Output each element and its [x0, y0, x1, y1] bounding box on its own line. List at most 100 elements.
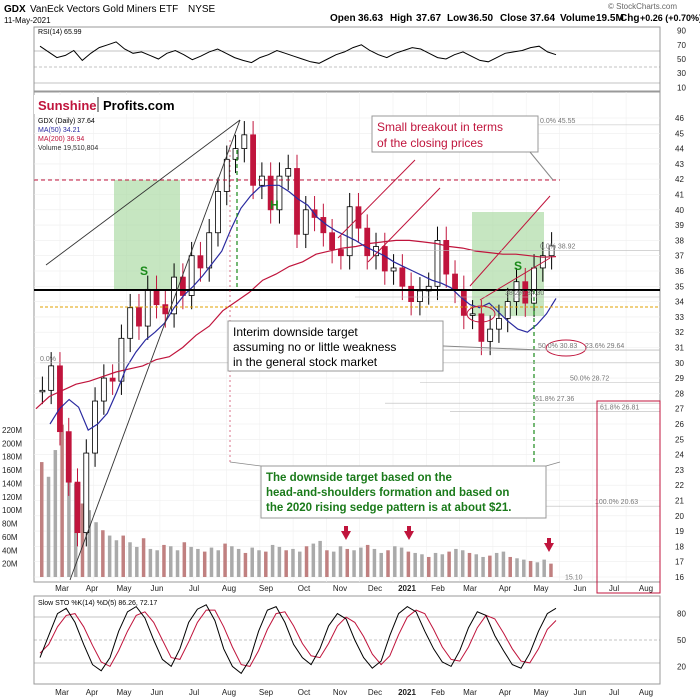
fib-label: 38.2% 34.30	[505, 290, 544, 297]
fib-label: 50.0% 30.83	[538, 343, 577, 350]
volume-bar	[114, 540, 119, 577]
volume-bar	[169, 546, 173, 577]
candle-body	[215, 191, 221, 234]
open-value: 36.63	[358, 13, 383, 24]
volume-bar	[359, 547, 363, 577]
month-tick: 2021	[398, 688, 416, 697]
volume-value: 19.5M	[596, 13, 624, 24]
month-tick: Jul	[189, 688, 199, 697]
rising-trend-top	[45, 119, 241, 266]
rising-trend-bottom	[69, 119, 241, 581]
month-tick: May	[533, 688, 548, 697]
volume-bar	[80, 503, 85, 577]
volume-bar	[216, 550, 221, 577]
fib-label: 100.0% 20.63	[595, 499, 638, 506]
volume-bar	[94, 522, 98, 577]
volume-tick: 220M	[2, 426, 22, 435]
candle-body	[39, 389, 46, 393]
price-tick: 21	[675, 497, 684, 506]
volume-bar	[549, 563, 553, 577]
month-tick: Apr	[499, 688, 512, 697]
candle-body	[223, 158, 230, 192]
volume-bar	[291, 548, 295, 577]
legend: GDX (Daily) 37.64 MA(50) 34.21 MA(200) 3…	[38, 118, 98, 152]
volume-bar	[155, 550, 159, 577]
candle-body	[285, 168, 292, 177]
candle-body	[127, 307, 134, 339]
chg-value: +0.26 (+0.70%)	[640, 13, 700, 23]
month-tick: Jul	[609, 584, 619, 593]
low-value: 36.50	[468, 13, 493, 24]
annotation-downside-pointer-right	[545, 461, 561, 467]
stochastic-panel: Slow STO %K(14) %D(5) 86.26, 72.17 80 50 2…	[33, 595, 686, 685]
volume-bar	[515, 558, 519, 577]
rsi-tick: 30	[677, 69, 686, 78]
volume-arrow-2-shaft	[407, 526, 411, 532]
candle-body	[460, 288, 467, 316]
candle-body	[487, 328, 494, 342]
price-tick: 17	[675, 558, 684, 567]
annotation-interim-line1: Interim downside target	[233, 325, 358, 339]
fib-label: 0.0% 45.55	[540, 118, 576, 125]
rsi-label: RSI(14) 65.99	[38, 29, 82, 36]
volume-arrow-3	[544, 543, 554, 552]
volume-bar	[440, 554, 445, 577]
candle-body	[109, 377, 116, 382]
volume-bar	[53, 450, 58, 577]
month-tick: Aug	[222, 688, 236, 697]
volume-tick: 200M	[2, 439, 22, 448]
candle-body	[48, 365, 55, 391]
month-axis-bottom: Mar Apr May Jun Jul Aug Sep Oct Nov Dec 2021 Feb Mar…	[55, 688, 653, 697]
price-tick: 33	[675, 313, 684, 322]
rsi-series	[39, 41, 557, 64]
price-tick: 32	[675, 328, 684, 337]
brand-bg	[34, 95, 184, 114]
volume-bar	[528, 560, 533, 577]
rsi-panel: RSI(14) 65.99 90 70 50 30 10	[33, 26, 686, 93]
legend-ma200: MA(200) 36.94	[38, 136, 84, 143]
price-tick: 31	[675, 344, 684, 353]
annotation-interim-line2: assuming no or little weakness	[233, 340, 396, 354]
candle-body	[144, 288, 151, 327]
price-tick: 24	[675, 451, 684, 460]
candle-body	[548, 245, 555, 257]
rsi-tick: 50	[677, 55, 686, 64]
candle-body	[478, 313, 485, 342]
candle-body	[276, 175, 283, 211]
ma200-line	[35, 239, 557, 410]
price-tick: 19	[675, 527, 684, 536]
candle-body	[162, 304, 169, 315]
stoch-tick: 50	[677, 636, 686, 645]
month-tick: Feb	[431, 584, 445, 593]
legend-volume: Volume 19,510,804	[38, 145, 98, 152]
candle-body	[337, 249, 344, 257]
price-tick: 36	[675, 267, 684, 276]
month-tick: Nov	[333, 688, 347, 697]
month-tick: Mar	[463, 688, 477, 697]
volume-bar	[148, 548, 153, 577]
volume-bar	[325, 550, 329, 577]
candle-body	[329, 232, 336, 250]
price-tick: 40	[675, 206, 684, 215]
stoch-k-line	[39, 604, 557, 675]
volume-bar	[481, 556, 485, 577]
open-label: Open	[330, 13, 356, 24]
month-tick: Feb	[431, 688, 445, 697]
candle-body	[188, 255, 195, 296]
volume-bar	[331, 551, 336, 577]
annotation-breakout-line2: of the closing prices	[377, 136, 483, 150]
volume-tick: 80M	[2, 520, 18, 529]
volume-bar	[67, 458, 71, 577]
candle-body	[452, 273, 458, 290]
month-tick: Dec	[368, 584, 382, 593]
volume-bar	[522, 559, 526, 577]
volume-bar	[372, 548, 377, 577]
wedge-bottom	[479, 257, 551, 301]
volume-bar	[277, 546, 282, 577]
volume-tick: 160M	[2, 466, 22, 475]
rsi-ticks: 90 70 50 30 10	[677, 27, 686, 93]
candle-body	[57, 365, 63, 433]
volume-bar	[393, 546, 397, 577]
candle-body	[504, 301, 511, 319]
brand-logo: Sunshine Profits.com	[34, 95, 184, 114]
